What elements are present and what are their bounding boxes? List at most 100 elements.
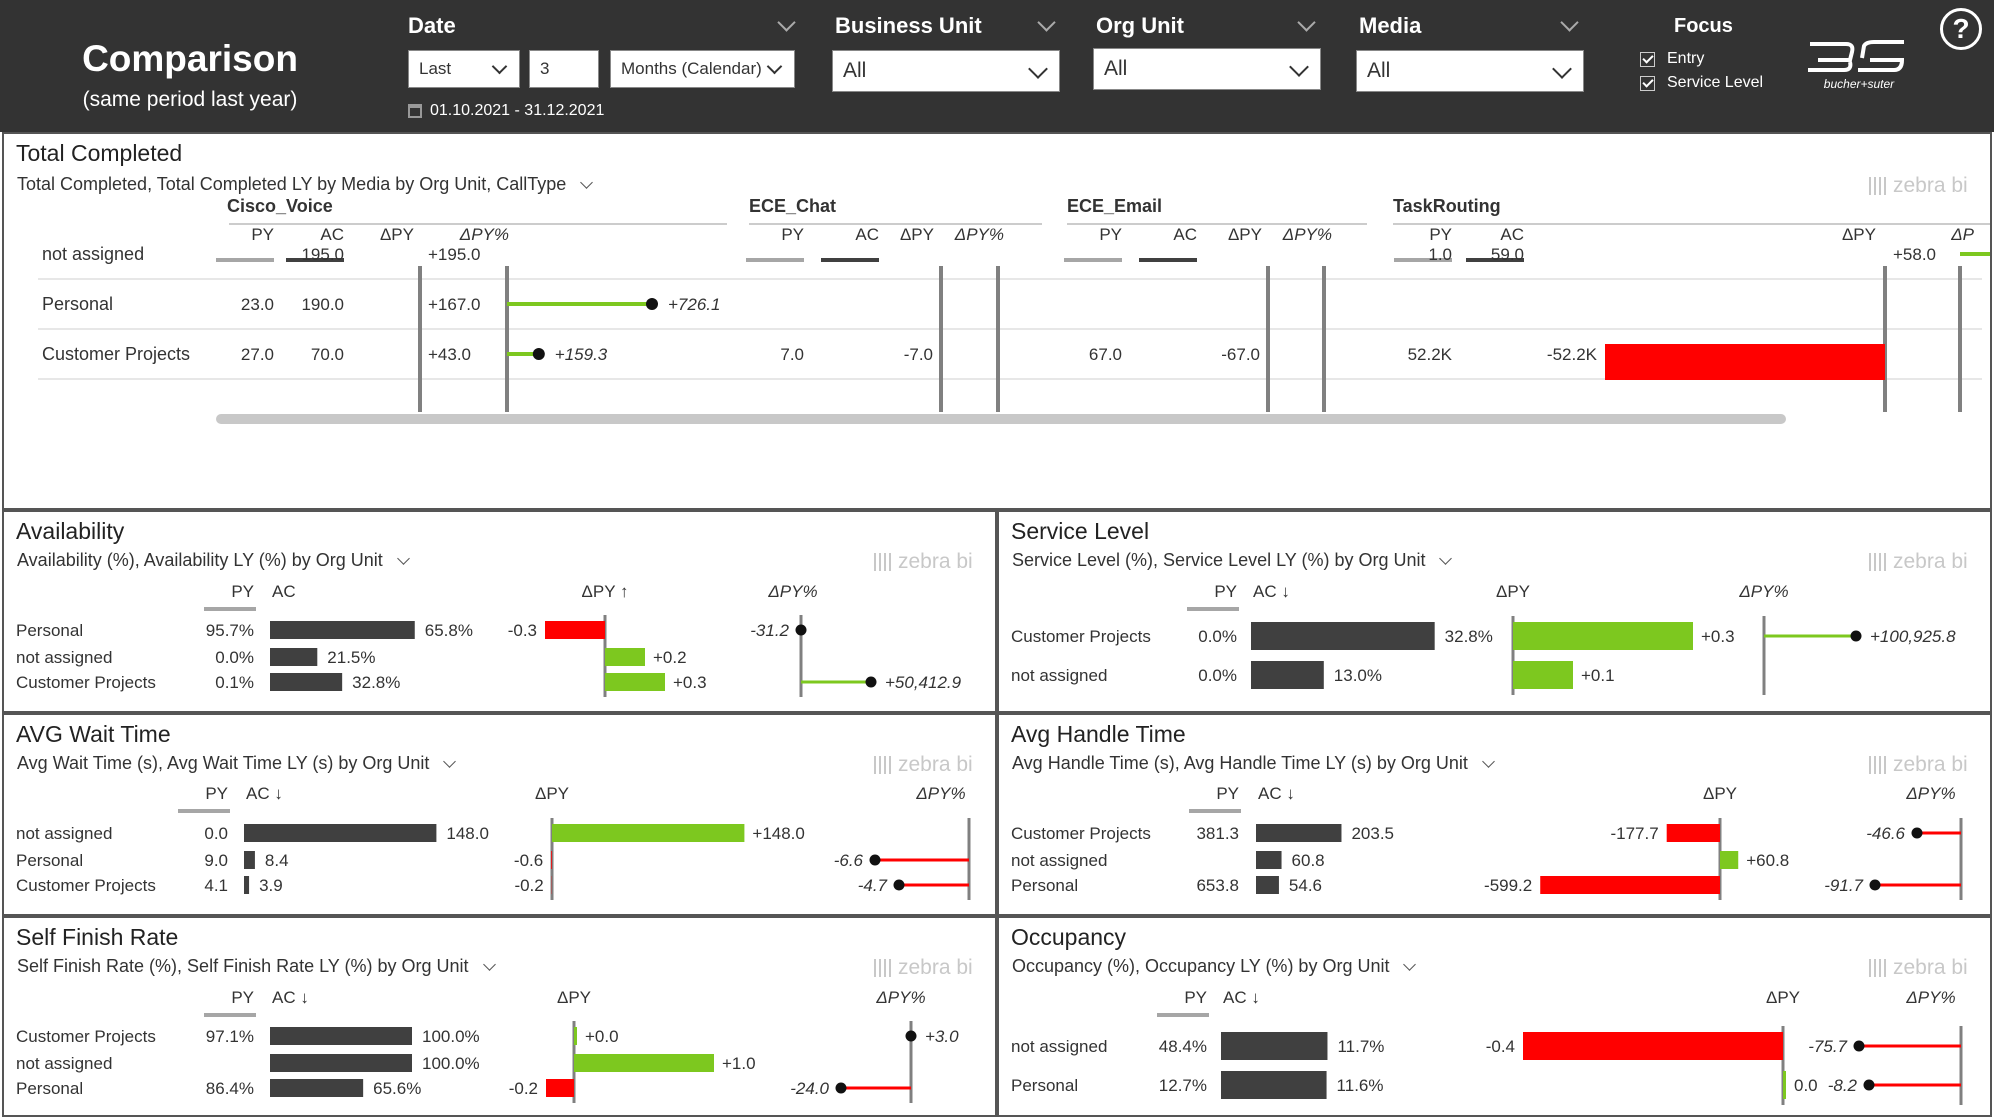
column-header-ac: AC ↓ bbox=[246, 784, 283, 803]
row-label: Customer Projects bbox=[16, 1027, 156, 1046]
header-bar: Comparison (same period last year) Date … bbox=[0, 0, 1994, 132]
panel-title: Self Finish Rate bbox=[16, 924, 179, 950]
dpy-bar bbox=[1513, 622, 1693, 650]
ac-bar bbox=[244, 876, 250, 894]
panel-subtitle-text: Occupancy (%), Occupancy LY (%) by Org U… bbox=[1012, 956, 1390, 976]
column-header-dpy-pct: ΔPY% bbox=[915, 784, 965, 803]
row-label: Personal bbox=[1011, 1076, 1078, 1095]
ac-bar bbox=[1221, 1071, 1327, 1099]
py-value: 0.0 bbox=[204, 824, 228, 843]
zebra-bi-watermark: zebra bi bbox=[1869, 956, 1968, 980]
ac-bar bbox=[270, 1079, 364, 1097]
horizontal-scrollbar[interactable] bbox=[216, 414, 1786, 424]
checkbox-checked-icon[interactable] bbox=[1640, 75, 1655, 91]
ac-bar bbox=[1221, 1032, 1328, 1060]
dpy-value: +167.0 bbox=[428, 295, 480, 314]
zebra-bi-text: zebra bi bbox=[1893, 753, 1968, 776]
dpy-bar bbox=[605, 648, 645, 666]
dpy-value: +0.3 bbox=[1701, 627, 1735, 646]
dpy-value: +148.0 bbox=[752, 824, 804, 843]
column-header: ΔPY% bbox=[954, 225, 1004, 244]
dpy-bar bbox=[1540, 876, 1720, 894]
dpy-value: +60.8 bbox=[1746, 851, 1789, 870]
column-header-ac: AC ↓ bbox=[272, 988, 309, 1007]
ac-bar bbox=[270, 673, 343, 691]
panel-service-level: Service Level Service Level (%), Service … bbox=[997, 510, 1992, 713]
column-header: PY bbox=[781, 225, 804, 244]
panel-subtitle[interactable]: Avg Wait Time (s), Avg Wait Time LY (s) … bbox=[17, 753, 457, 774]
help-question-icon[interactable]: ? bbox=[1940, 8, 1982, 50]
column-header-py: PY bbox=[231, 582, 254, 601]
dpy-pct-dot bbox=[869, 854, 881, 866]
dpy-pct-value: -46.6 bbox=[1866, 824, 1905, 843]
ac-value: 21.5% bbox=[327, 648, 375, 667]
dpy-value: +0.2 bbox=[653, 648, 687, 667]
logo-text: bucher+suter bbox=[1824, 77, 1895, 90]
column-header-dpy-pct: ΔPY% bbox=[767, 582, 817, 601]
row-label: Personal bbox=[42, 294, 113, 314]
calendar-icon bbox=[408, 104, 422, 118]
dpy-value: 0.0 bbox=[1794, 1076, 1818, 1095]
date-unit-dropdown[interactable]: Months (Calendar) bbox=[610, 50, 795, 88]
panel-subtitle[interactable]: Availability (%), Availability LY (%) by… bbox=[17, 550, 410, 571]
dpy-pct-dot bbox=[1911, 827, 1923, 839]
dpy-pct-dot bbox=[532, 348, 545, 360]
org-unit-chevron-icon[interactable] bbox=[1297, 13, 1316, 32]
column-header-dpy: ΔPY ↑ bbox=[582, 582, 629, 601]
date-filter-label: Date bbox=[408, 13, 456, 38]
column-header: AC bbox=[320, 225, 344, 244]
dpy-value: +1.0 bbox=[722, 1054, 756, 1073]
dpy-bar bbox=[1783, 1071, 1786, 1099]
panel-subtitle-text: Avg Handle Time (s), Avg Handle Time LY … bbox=[1012, 753, 1468, 773]
py-value: 12.7% bbox=[1159, 1076, 1207, 1095]
dpy-value: -7.0 bbox=[904, 345, 933, 364]
checkbox-checked-icon[interactable] bbox=[1640, 51, 1655, 67]
panel-subtitle[interactable]: Service Level (%), Service Level LY (%) … bbox=[1012, 550, 1453, 571]
column-header-ac: AC ↓ bbox=[1253, 582, 1290, 601]
dpy-bar bbox=[1666, 824, 1720, 842]
py-value: 0.0% bbox=[1198, 627, 1237, 646]
date-filter-chevron-icon[interactable] bbox=[777, 13, 796, 32]
group-header: ECE_Chat bbox=[749, 196, 836, 216]
focus-title: Focus bbox=[1674, 15, 1733, 37]
column-header-py: PY bbox=[1184, 988, 1207, 1007]
org-unit-dropdown[interactable]: All bbox=[1093, 48, 1321, 90]
chevron-down-icon bbox=[1289, 56, 1309, 77]
dpy-bar bbox=[545, 621, 605, 639]
dpy-bar bbox=[552, 824, 745, 842]
business-unit-dropdown[interactable]: All bbox=[832, 50, 1060, 92]
dpy-pct-dot bbox=[835, 1082, 847, 1094]
focus-option-service-level[interactable]: Service Level bbox=[1640, 74, 1763, 92]
panel-subtitle-text: Availability (%), Availability LY (%) by… bbox=[17, 550, 383, 570]
column-header-ac: AC bbox=[272, 582, 296, 601]
row-label: not assigned bbox=[1011, 666, 1107, 685]
panel-subtitle-text: Self Finish Rate (%), Self Finish Rate L… bbox=[17, 956, 469, 976]
py-value: 27.0 bbox=[241, 345, 274, 364]
zebra-bi-logo-icon bbox=[874, 553, 892, 571]
panel-subtitle[interactable]: Avg Handle Time (s), Avg Handle Time LY … bbox=[1012, 753, 1495, 774]
panel-subtitle[interactable]: Occupancy (%), Occupancy LY (%) by Org U… bbox=[1012, 956, 1417, 977]
panel-title: Availability bbox=[16, 518, 125, 544]
row-label: Customer Projects bbox=[1011, 824, 1151, 843]
dpy-bar bbox=[1720, 851, 1739, 869]
media-dropdown[interactable]: All bbox=[1356, 50, 1584, 92]
zebra-bi-watermark: zebra bi bbox=[1869, 550, 1968, 574]
variance-table: PY AC ↓ ΔPY ΔPY% Customer Projects 0.0% 32.8% +… bbox=[1011, 582, 1956, 695]
py-value: 381.3 bbox=[1196, 824, 1239, 843]
zebra-bi-text: zebra bi bbox=[898, 956, 973, 979]
dpy-pct-value: +159.3 bbox=[555, 345, 608, 364]
media-chevron-icon[interactable] bbox=[1560, 13, 1579, 32]
ac-bar bbox=[1251, 622, 1435, 650]
panel-subtitle[interactable]: Total Completed, Total Completed LY by M… bbox=[17, 174, 594, 195]
date-mode-dropdown[interactable]: Last bbox=[408, 50, 520, 88]
date-count-input[interactable]: 3 bbox=[529, 50, 599, 88]
column-header: PY bbox=[251, 225, 274, 244]
panel-title: Total Completed bbox=[16, 140, 183, 166]
dpy-pct-value: -8.2 bbox=[1828, 1076, 1858, 1095]
company-logo: bucher+suter bbox=[1808, 40, 1905, 90]
date-range-text: 01.10.2021 - 31.12.2021 bbox=[430, 102, 605, 119]
business-unit-chevron-icon[interactable] bbox=[1037, 13, 1056, 32]
panel-subtitle[interactable]: Self Finish Rate (%), Self Finish Rate L… bbox=[17, 956, 496, 977]
column-header-dpy: ΔPY bbox=[1766, 988, 1800, 1007]
focus-option-entry[interactable]: Entry bbox=[1640, 50, 1704, 68]
